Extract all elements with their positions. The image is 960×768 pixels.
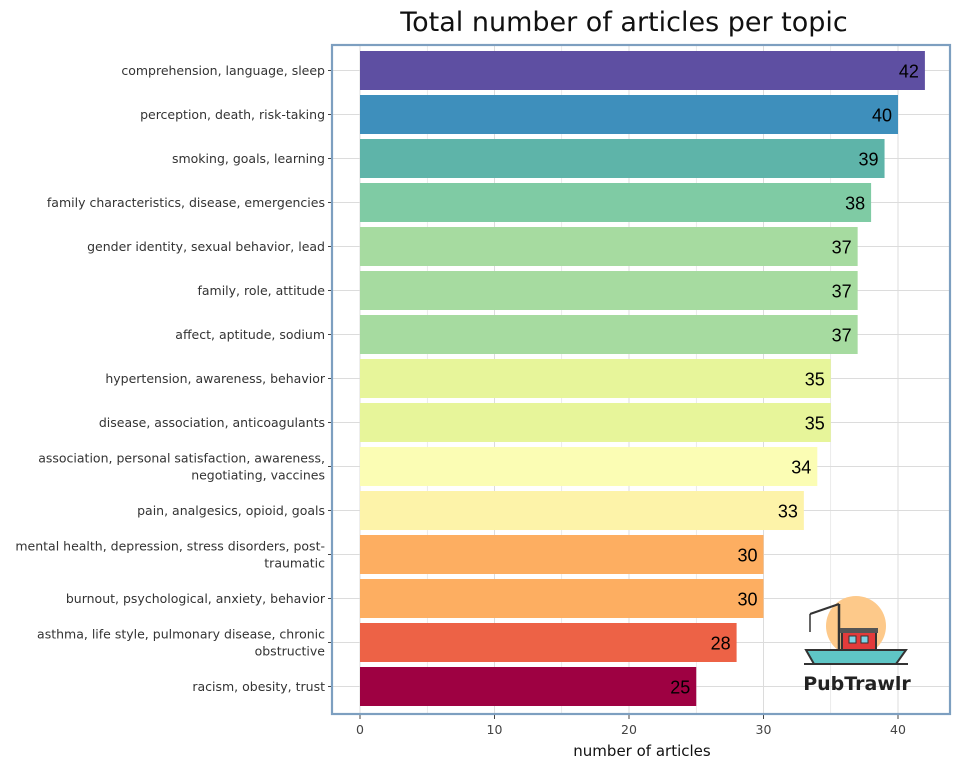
bar-value-label: 40 <box>872 106 892 126</box>
bar <box>360 271 858 310</box>
category-label: disease, association, anticoagulants <box>99 415 325 430</box>
bar-value-label: 30 <box>737 546 757 566</box>
bar <box>360 491 804 530</box>
bar <box>360 403 831 442</box>
category-label: pain, analgesics, opioid, goals <box>137 503 325 518</box>
category-label: asthma, life style, pulmonary disease, c… <box>37 627 325 659</box>
bar-value-label: 35 <box>805 370 825 390</box>
bar-value-label: 35 <box>805 414 825 434</box>
bar-value-label: 38 <box>845 194 865 214</box>
category-label: perception, death, risk-taking <box>140 107 325 122</box>
plot-panel-border <box>330 43 952 716</box>
bar <box>360 315 858 354</box>
bar-value-label: 34 <box>791 458 811 478</box>
x-tick-label: 40 <box>890 722 906 737</box>
bar-value-label: 42 <box>899 62 919 82</box>
boat-icon <box>804 603 908 665</box>
category-label: hypertension, awareness, behavior <box>105 371 326 386</box>
category-label: family, role, attitude <box>197 283 325 298</box>
category-label: racism, obesity, trust <box>192 679 325 694</box>
bar <box>360 183 872 222</box>
x-axis-label: number of articles <box>573 742 711 760</box>
category-label: comprehension, language, sleep <box>121 63 325 78</box>
bar <box>360 95 898 134</box>
category-label: affect, aptitude, sodium <box>175 327 325 342</box>
logo-text: PubTrawlr <box>803 673 911 695</box>
bar <box>360 447 818 486</box>
bar <box>360 51 925 90</box>
bar <box>360 667 697 706</box>
x-tick-label: 30 <box>756 722 772 737</box>
bar-value-label: 39 <box>859 150 879 170</box>
category-labels: comprehension, language, sleep perception… <box>15 63 332 694</box>
x-tick-label: 10 <box>487 722 503 737</box>
bar-value-label: 37 <box>832 238 852 258</box>
bar-value-label: 25 <box>670 678 690 698</box>
category-label: burnout, psychological, anxiety, behavio… <box>66 591 326 606</box>
x-tick-label: 20 <box>621 722 637 737</box>
bar-value-label: 28 <box>711 634 731 654</box>
bar <box>360 227 858 266</box>
bar-value-label: 33 <box>778 502 798 522</box>
bar <box>360 359 831 398</box>
pubtrawlr-logo: PubTrawlr <box>803 596 911 695</box>
bars: 42 40 39 38 37 37 37 35 35 34 33 30 30 28 25 <box>360 51 925 706</box>
x-tick-labels: 0 10 20 30 40 <box>356 715 906 737</box>
bar-value-label: 37 <box>832 326 852 346</box>
category-label: mental health, depression, stress disord… <box>15 539 325 571</box>
bar <box>360 139 885 178</box>
bar-value-label: 37 <box>832 282 852 302</box>
bar-value-label: 30 <box>737 590 757 610</box>
category-label: gender identity, sexual behavior, lead <box>87 239 325 254</box>
chart-title: Total number of articles per topic <box>399 7 848 38</box>
category-label: family characteristics, disease, emergen… <box>47 195 325 210</box>
bar <box>360 535 764 574</box>
category-label: smoking, goals, learning <box>172 151 325 166</box>
bar <box>360 579 764 618</box>
bar <box>360 623 737 662</box>
category-label: association, personal satisfaction, awar… <box>38 451 325 483</box>
x-tick-label: 0 <box>356 722 364 737</box>
